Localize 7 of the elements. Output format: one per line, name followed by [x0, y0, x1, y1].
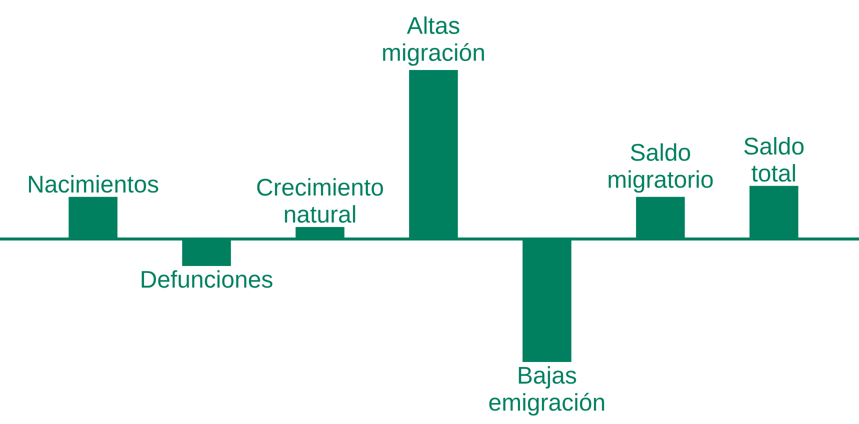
x-tick-label: Bajas emigración	[489, 366, 604, 416]
x-tick-label: Crecimiento natural	[257, 178, 383, 223]
x-tick-label: Altas migración	[383, 16, 484, 66]
x-tick-label: Nacimientos	[28, 175, 158, 193]
x-tick-label: Saldo total	[744, 137, 804, 182]
x-tick-label: Saldo migratorio	[608, 143, 713, 193]
x-tick-label: Defunciones	[142, 270, 272, 288]
